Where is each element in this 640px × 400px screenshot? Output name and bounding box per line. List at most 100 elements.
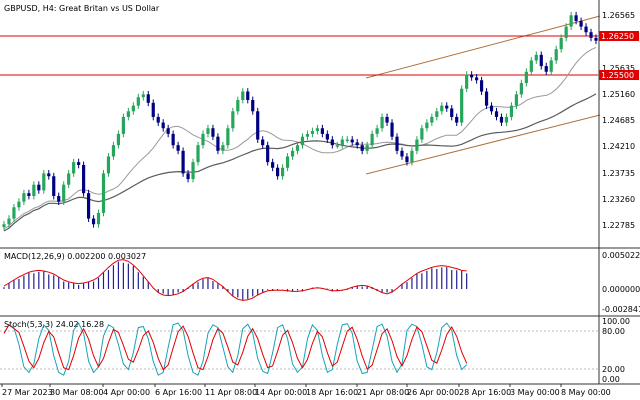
candle[interactable] [201,130,205,149]
price-panel[interactable] [0,11,601,232]
candle[interactable] [27,189,31,200]
candle[interactable] [365,141,369,155]
candle[interactable] [7,215,11,228]
candle[interactable] [450,105,454,121]
candle[interactable] [579,17,583,30]
candle[interactable] [420,124,424,143]
candle[interactable] [415,136,419,155]
candle[interactable] [12,203,16,222]
candle[interactable] [196,141,200,166]
candle[interactable] [226,124,230,149]
candle[interactable] [499,113,504,126]
candle[interactable] [489,102,494,115]
candle[interactable] [266,141,270,166]
candle[interactable] [475,74,479,84]
candle[interactable] [136,93,140,110]
candle[interactable] [77,158,81,169]
candle[interactable] [430,113,434,126]
candle[interactable] [285,153,290,172]
candle[interactable] [519,79,523,98]
candle[interactable] [131,102,135,115]
candle[interactable] [425,119,429,132]
candle[interactable] [121,113,125,138]
candle[interactable] [390,119,394,141]
candle[interactable] [465,71,469,93]
candle[interactable] [156,113,160,126]
candle[interactable] [589,28,593,42]
candle[interactable] [101,170,106,217]
candle[interactable] [67,170,71,189]
candle[interactable] [380,113,384,132]
candle[interactable] [32,181,36,200]
candle[interactable] [211,124,215,141]
candle[interactable] [325,130,329,143]
candle[interactable] [484,88,489,110]
candle[interactable] [330,136,334,149]
candle[interactable] [126,107,130,121]
candle[interactable] [17,198,21,211]
candle[interactable] [271,158,275,172]
candle[interactable] [186,170,190,183]
candle[interactable] [62,181,66,206]
candle[interactable] [509,102,514,121]
candle[interactable] [345,136,349,143]
candle[interactable] [161,119,165,132]
candle[interactable] [385,113,389,126]
candle[interactable] [395,133,399,155]
candle[interactable] [22,189,26,206]
candle[interactable] [340,136,344,149]
candle[interactable] [146,90,150,107]
candle[interactable] [176,141,180,155]
candle[interactable] [455,113,459,126]
candle[interactable] [241,88,245,104]
candle[interactable] [529,57,533,76]
candle[interactable] [72,158,76,177]
candle[interactable] [280,164,285,180]
candle[interactable] [355,138,359,149]
candle[interactable] [375,124,379,138]
candle[interactable] [96,209,101,228]
trend-channel[interactable] [365,15,601,175]
candle[interactable] [534,51,538,64]
candle[interactable] [549,57,553,76]
candle[interactable] [81,161,86,197]
candle[interactable] [290,147,295,160]
candle[interactable] [494,107,499,121]
candle[interactable] [86,189,91,222]
candlestick-series[interactable] [2,11,598,231]
candle[interactable] [216,133,220,155]
candle[interactable] [91,215,96,228]
candle[interactable] [300,133,305,149]
candle[interactable] [57,192,61,206]
candle[interactable] [47,170,51,180]
candle[interactable] [479,76,484,95]
candle[interactable] [584,23,588,36]
candle[interactable] [569,11,573,30]
candle[interactable] [261,136,265,149]
candle[interactable] [539,51,543,70]
candle[interactable] [166,124,170,138]
candle[interactable] [251,96,255,115]
candle[interactable] [440,102,444,115]
candle[interactable] [116,130,121,149]
candle[interactable] [246,88,250,104]
candle[interactable] [42,170,46,194]
candle[interactable] [564,23,568,42]
candle[interactable] [236,96,240,115]
candle[interactable] [504,113,509,126]
stochastic-panel[interactable]: Stoch(5,3,3) 24.02 16.28 100.00 80.00 20… [0,317,630,384]
candle[interactable] [410,147,414,166]
candle[interactable] [594,34,598,45]
candle[interactable] [37,181,41,194]
candle[interactable] [559,34,563,53]
candle[interactable] [470,71,474,81]
candle[interactable] [315,124,320,135]
candle[interactable] [106,153,111,177]
candle[interactable] [370,130,374,149]
candle[interactable] [181,147,185,177]
candle[interactable] [460,85,464,126]
candle[interactable] [171,130,175,149]
candle[interactable] [320,124,324,138]
channel-upper-line[interactable] [365,15,601,79]
candle[interactable] [2,220,6,231]
